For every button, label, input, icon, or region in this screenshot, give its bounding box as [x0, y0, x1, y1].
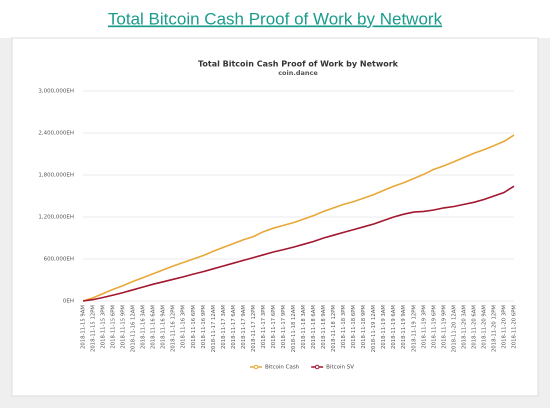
- x-tick-label: 2018-11-17 9PM: [281, 305, 287, 349]
- series-line: [82, 185, 515, 302]
- x-tick-label: 2018-11-17 12AM: [211, 305, 217, 353]
- x-tick-label: 2018-11-19 12PM: [411, 305, 417, 352]
- x-tick-label: 2018-11-17 3PM: [261, 305, 267, 349]
- legend-label: Bitcoin SV: [326, 365, 354, 371]
- x-tick-label: 2018-11-15 6PM: [111, 305, 117, 349]
- y-tick-label: 600,000EH: [44, 257, 74, 263]
- x-tick-label: 2018-11-16 3PM: [181, 305, 187, 349]
- x-tick-label: 2018-11-18 6AM: [311, 305, 317, 349]
- x-tick-label: 2018-11-17 6PM: [271, 305, 277, 349]
- x-tick-label: 2018-11-19 9PM: [441, 305, 447, 349]
- x-tick-label: 2018-11-18 12PM: [331, 305, 337, 352]
- x-tick-label: 2018-11-20 12PM: [491, 305, 497, 352]
- x-tick-label: 2018-11-19 3AM: [381, 305, 387, 349]
- y-tick-label: 1,800,000EH: [38, 173, 74, 179]
- x-tick-label: 2018-11-20 12AM: [451, 305, 457, 353]
- x-tick-label: 2018-11-15 3PM: [101, 305, 107, 349]
- chart-title: Total Bitcoin Cash Proof of Work by Netw…: [198, 60, 399, 69]
- x-tick-label: 2018-11-16 9AM: [161, 305, 167, 349]
- x-tick-label: 2018-11-15 9PM: [121, 305, 127, 349]
- x-tick-label: 2018-11-19 6PM: [431, 305, 437, 349]
- x-tick-label: 2018-11-20 3AM: [461, 305, 467, 349]
- y-tick-label: 0EH: [63, 299, 74, 305]
- x-tick-label: 2018-11-18 12AM: [291, 305, 297, 353]
- x-tick-label: 2018-11-20 9AM: [481, 305, 487, 349]
- x-tick-label: 2018-11-16 6AM: [151, 305, 157, 349]
- x-tick-label: 2018-11-16 12AM: [131, 305, 137, 353]
- x-tick-label: 2018-11-15 9AM: [81, 305, 87, 349]
- x-tick-label: 2018-11-18 6PM: [351, 305, 357, 349]
- x-tick-label: 2018-11-18 9AM: [321, 305, 327, 349]
- x-tick-label: 2018-11-18 3PM: [341, 305, 347, 349]
- chart-subtitle: coin.dance: [278, 69, 318, 77]
- x-tick-label: 2018-11-18 9PM: [361, 305, 367, 349]
- x-tick-label: 2018-11-16 3AM: [141, 305, 147, 349]
- x-tick-label: 2018-11-20 6AM: [471, 305, 477, 349]
- y-tick-label: 1,200,000EH: [38, 215, 74, 221]
- x-tick-label: 2018-11-17 6AM: [231, 305, 237, 349]
- page-heading[interactable]: Total Bitcoin Cash Proof of Work by Netw…: [108, 9, 443, 28]
- y-tick-label: 2,400,000EH: [38, 131, 74, 137]
- legend-marker: [314, 364, 320, 370]
- x-tick-label: 2018-11-15 12PM: [91, 305, 97, 352]
- x-tick-label: 2018-11-19 12AM: [371, 305, 377, 353]
- x-tick-label: 2018-11-16 12PM: [171, 305, 177, 352]
- x-tick-label: 2018-11-16 9PM: [201, 305, 207, 349]
- x-tick-label: 2018-11-16 6PM: [191, 305, 197, 349]
- legend-marker: [253, 364, 259, 370]
- x-tick-label: 2018-11-17 3AM: [221, 305, 227, 349]
- x-tick-label: 2018-11-19 9AM: [401, 305, 407, 349]
- x-tick-label: 2018-11-18 3AM: [301, 305, 307, 349]
- x-tick-label: 2018-11-20 3PM: [501, 305, 507, 349]
- header-bar: [0, 0, 550, 38]
- x-tick-label: 2018-11-20 6PM: [512, 305, 518, 349]
- x-tick-label: 2018-11-19 3PM: [421, 305, 427, 349]
- y-tick-label: 3,000,000EH: [38, 89, 74, 95]
- legend-label: Bitcoin Cash: [265, 365, 300, 371]
- x-tick-label: 2018-11-17 9AM: [241, 305, 247, 349]
- x-tick-label: 2018-11-19 6AM: [391, 305, 397, 349]
- x-tick-label: 2018-11-17 12PM: [251, 305, 257, 352]
- series-line: [82, 134, 515, 302]
